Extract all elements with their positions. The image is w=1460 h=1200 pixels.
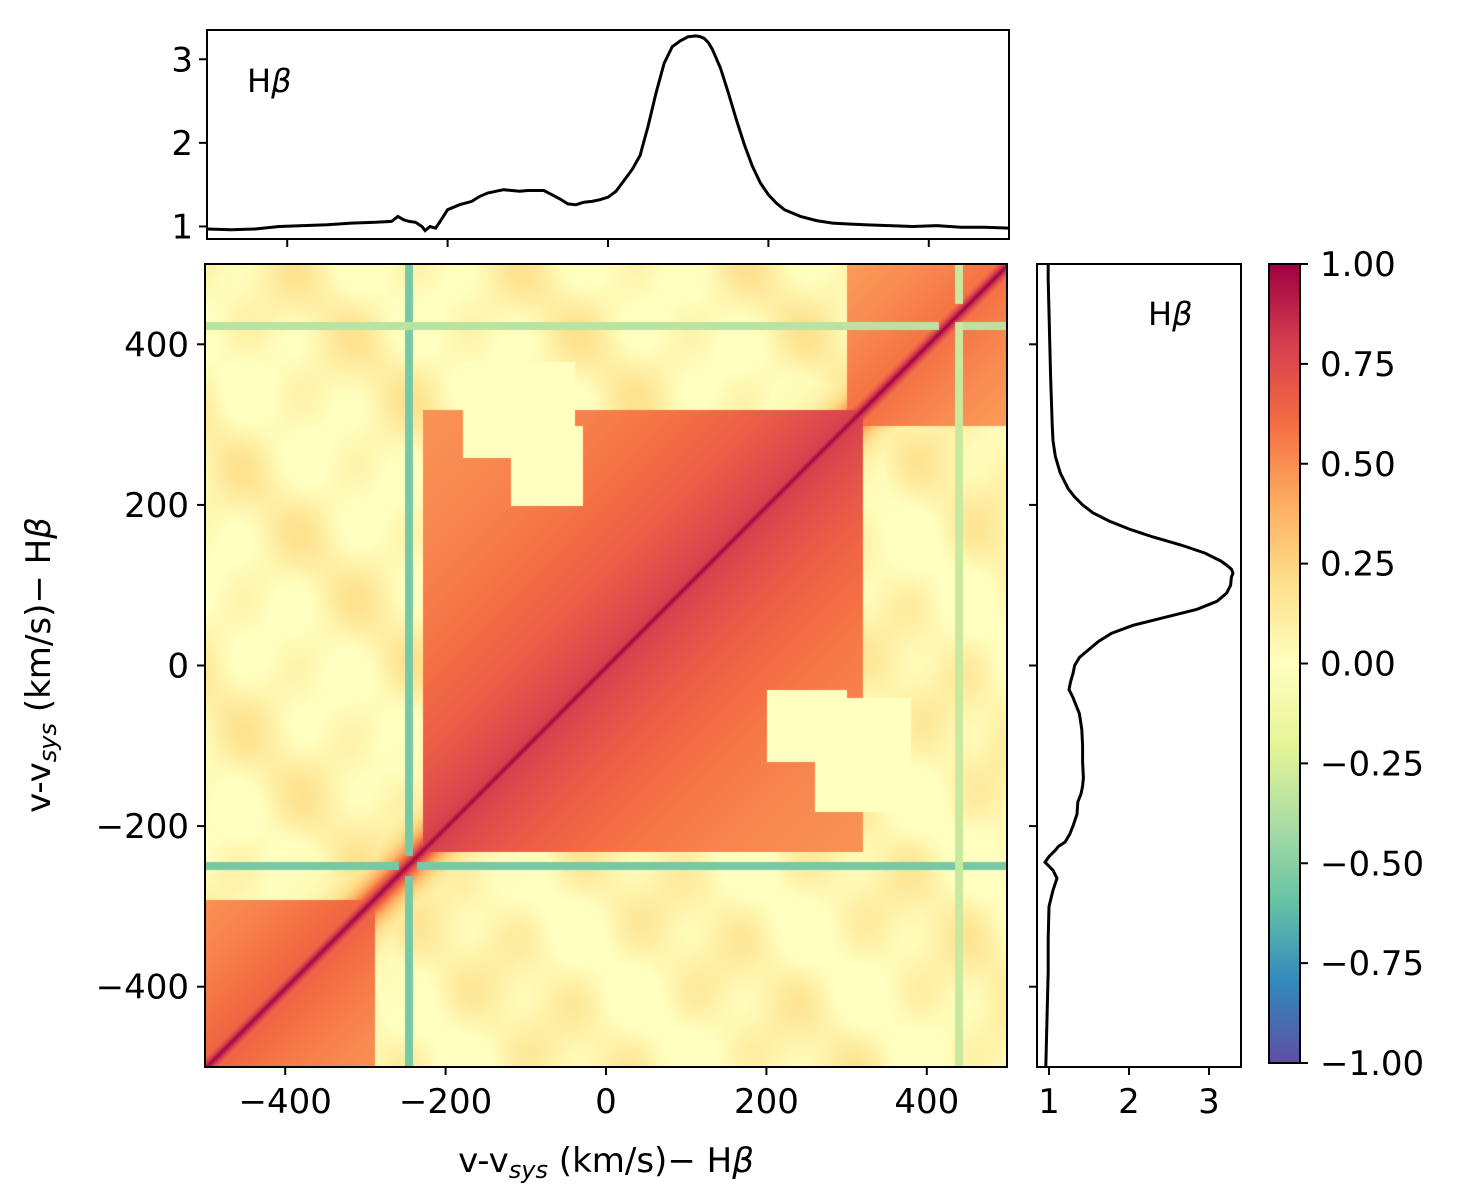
top-profile-label-text: H bbox=[247, 62, 271, 100]
heatmap-ylabel: v-vsys (km/s)− Hβ bbox=[19, 517, 62, 813]
right-profile-yticks bbox=[1029, 343, 1037, 988]
colorbar-tick-label: −0.75 bbox=[1320, 944, 1424, 984]
heatmap-xlabel-rest: (km/s)− H bbox=[548, 1141, 732, 1181]
right-xtick-label: 3 bbox=[1198, 1082, 1220, 1122]
right-profile-label-text: H bbox=[1148, 295, 1172, 333]
right-xtick-label: 1 bbox=[1038, 1082, 1060, 1122]
heatmap-xtick-label: 0 bbox=[595, 1082, 617, 1122]
colorbar-gradient bbox=[1268, 263, 1301, 1064]
heatmap-image-wrapper bbox=[205, 264, 1007, 1067]
heatmap-yticks: −400 −200 0 200 400 bbox=[96, 325, 205, 1008]
top-ytick-label: 3 bbox=[171, 40, 193, 80]
colorbar-tick-label: 0.50 bbox=[1320, 445, 1396, 485]
heatmap-xlabel: v-vsys (km/s)− Hβ bbox=[458, 1141, 754, 1184]
right-profile-label: Hβ bbox=[1148, 295, 1192, 333]
top-profile-label: Hβ bbox=[247, 62, 291, 100]
top-profile-frame bbox=[206, 29, 1010, 240]
heatmap-xtick-label: 400 bbox=[894, 1082, 959, 1122]
right-profile-label-greek: β bbox=[1171, 295, 1192, 333]
colorbar-tick-label: −0.50 bbox=[1320, 844, 1424, 884]
right-profile-panel: 1 2 3 Hβ bbox=[1029, 263, 1242, 1122]
top-ytick-label: 2 bbox=[171, 124, 193, 164]
colorbar-tick-label: −0.25 bbox=[1320, 744, 1424, 784]
heatmap-xticks: −400 −200 0 200 400 bbox=[239, 1067, 959, 1122]
heatmap-ytick-label: −200 bbox=[96, 807, 189, 847]
heatmap-ytick-label: 200 bbox=[124, 486, 189, 526]
colorbar-tick-label: 1.00 bbox=[1320, 245, 1396, 285]
colorbar: 1.00 0.75 0.50 0.25 0.00 −0.25 −0.50 −0.75 −1.00 bbox=[1268, 245, 1424, 1084]
heatmap-xlabel-sub: sys bbox=[509, 1156, 548, 1184]
heatmap-ylabel-sub: sys bbox=[34, 723, 62, 762]
top-profile-panel: 1 2 3 Hβ bbox=[171, 29, 1010, 247]
top-profile-line bbox=[207, 34, 1009, 233]
colorbar-tick-label: −1.00 bbox=[1320, 1044, 1424, 1084]
top-ytick-label: 1 bbox=[171, 207, 193, 247]
right-xtick-label: 2 bbox=[1118, 1082, 1140, 1122]
right-profile-xticks: 1 2 3 bbox=[1038, 1067, 1220, 1122]
heatmap-ylabel-main: v-v bbox=[19, 762, 59, 813]
colorbar-tick-label: 0.75 bbox=[1320, 345, 1396, 385]
correlation-heatmap bbox=[205, 264, 1007, 1067]
heatmap-xlabel-main: v-v bbox=[458, 1141, 509, 1181]
heatmap-ytick-label: 400 bbox=[124, 325, 189, 365]
heatmap-ytick-label: −400 bbox=[96, 968, 189, 1008]
heatmap-xlabel-greek: β bbox=[731, 1141, 754, 1181]
heatmap-ylabel-rest: (km/s)− H bbox=[19, 539, 59, 723]
heatmap-xtick-label: −200 bbox=[399, 1082, 492, 1122]
top-profile-label-greek: β bbox=[270, 62, 291, 100]
colorbar-tick-label: 0.25 bbox=[1320, 545, 1396, 585]
heatmap-ytick-label: 0 bbox=[167, 647, 189, 687]
right-profile-frame bbox=[1036, 263, 1242, 1068]
heatmap-xtick-label: −400 bbox=[239, 1082, 332, 1122]
colorbar-ticks: 1.00 0.75 0.50 0.25 0.00 −0.25 −0.50 −0.75 −1.00 bbox=[1300, 245, 1424, 1084]
top-profile-yticks: 1 2 3 bbox=[171, 40, 207, 247]
top-profile-xticks bbox=[286, 239, 930, 247]
heatmap-xtick-label: 200 bbox=[734, 1082, 799, 1122]
heatmap-ylabel-greek: β bbox=[19, 517, 59, 540]
right-profile-line bbox=[1043, 264, 1235, 1067]
colorbar-tick-label: 0.00 bbox=[1320, 645, 1396, 685]
